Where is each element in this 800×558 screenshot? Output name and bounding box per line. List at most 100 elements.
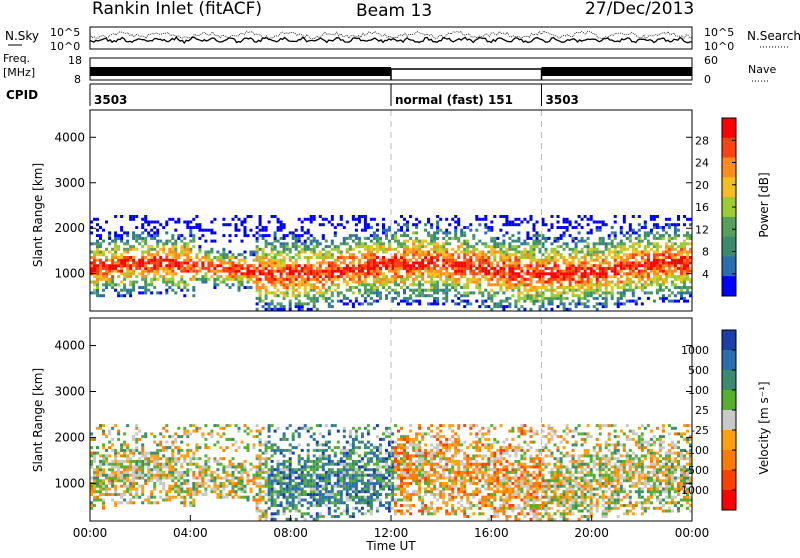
power-cell [210,264,213,267]
power-cell [505,253,508,256]
velocity-cell [334,452,337,455]
power-cell [499,300,502,303]
power-cell [448,264,451,267]
power-cell [611,281,614,284]
power-cell [590,264,593,267]
power-cell [346,270,349,273]
power-cell [331,223,334,226]
power-cell [596,221,599,224]
power-cell [602,240,605,243]
velocity-cell [219,446,222,449]
power-cell [439,251,442,254]
power-cell [235,223,238,226]
power-cell [355,297,358,300]
power-cell [415,253,418,256]
power-cell [617,251,620,254]
power-cell [376,245,379,248]
power-cell [647,231,650,234]
power-cell [511,286,514,289]
power-cell [198,251,201,254]
velocity-cell [325,443,328,446]
power-cell [355,234,358,237]
velocity-cell [355,463,358,466]
power-cell [289,251,292,254]
power-cell [638,245,641,248]
power-cell [111,264,114,267]
power-cell [394,272,397,275]
velocity-cell [177,477,180,480]
power-cell [159,256,162,259]
power-cell [418,248,421,251]
power-cell [427,234,430,237]
power-cell [656,256,659,259]
power-cell [111,281,114,284]
power-cell [581,251,584,254]
power-cell [168,259,171,262]
power-cell [379,281,382,284]
power-cell [280,281,283,284]
power-cell [415,218,418,221]
power-cell [262,270,265,273]
power-cell [265,256,268,259]
power-cell [551,281,554,284]
power-cell [162,226,165,229]
power-cell [129,264,132,267]
velocity-cell [198,427,201,430]
velocity-cell [159,471,162,474]
power-cell [364,275,367,278]
power-cell [397,229,400,232]
power-cell [298,286,301,289]
power-cell [274,261,277,264]
power-cell [111,275,114,278]
power-cell [659,253,662,256]
power-cell [165,221,168,224]
velocity-cell [204,471,207,474]
power-cell [641,289,644,292]
velocity-cell [337,499,340,502]
power-cell [304,248,307,251]
power-cell [219,264,222,267]
power-cell [126,256,129,259]
power-cell [301,229,304,232]
power-cell [560,245,563,248]
velocity-cell [316,501,319,504]
velocity-cell [156,452,159,455]
power-cell [210,231,213,234]
power-cell [505,221,508,224]
power-cell [271,302,274,305]
power-cell [216,259,219,262]
velocity-cell [153,457,156,460]
power-cell [460,264,463,267]
velocity-cell [96,477,99,480]
power-cell [650,267,653,270]
power-cell [180,234,183,237]
power-cell [572,248,575,251]
power-cell [382,281,385,284]
velocity-cell [316,477,319,480]
power-cell [460,286,463,289]
power-cell [605,291,608,294]
velocity-cell [268,496,271,499]
power-cell [641,226,644,229]
power-cell [644,231,647,234]
power-cell [683,267,686,270]
power-cell [632,231,635,234]
power-cell [364,221,367,224]
power-cell [328,245,331,248]
velocity-cell [316,463,319,466]
velocity-cell [114,477,117,480]
power-cell [442,259,445,262]
power-cell [442,253,445,256]
power-cell [370,234,373,237]
velocity-cell [319,443,322,446]
power-cell [656,237,659,240]
velocity-cell [195,482,198,485]
velocity-cell [99,493,102,496]
power-cell [403,240,406,243]
velocity-cell [171,485,174,488]
power-cell [608,251,611,254]
velocity-cell [198,446,201,449]
power-cell [683,234,686,237]
power-cell [207,256,210,259]
power-cell [617,270,620,273]
